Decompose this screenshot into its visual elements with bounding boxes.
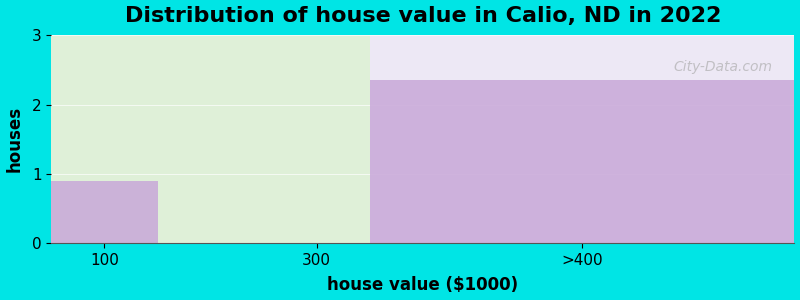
Bar xyxy=(51,181,158,243)
Bar xyxy=(370,80,794,243)
X-axis label: house value ($1000): house value ($1000) xyxy=(327,276,518,294)
Title: Distribution of house value in Calio, ND in 2022: Distribution of house value in Calio, ND… xyxy=(125,6,721,26)
Y-axis label: houses: houses xyxy=(6,106,23,172)
Bar xyxy=(370,35,794,243)
Text: City-Data.com: City-Data.com xyxy=(673,60,772,74)
